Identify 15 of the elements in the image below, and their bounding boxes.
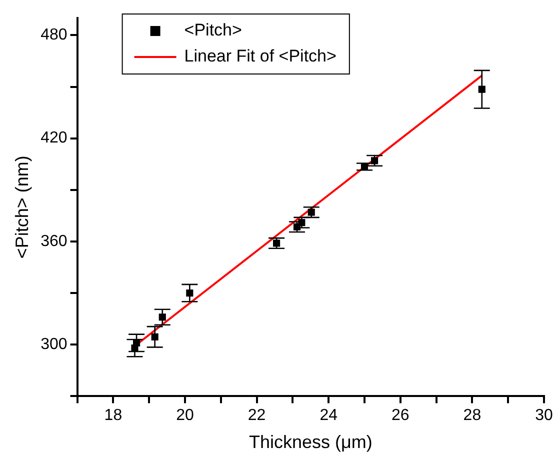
x-tick-label: 24 (320, 407, 338, 424)
legend-label: Linear Fit of <Pitch> (184, 46, 337, 66)
x-tick-label: 28 (463, 407, 482, 424)
x-tick-label: 22 (248, 407, 266, 424)
x-tick-label: 20 (176, 407, 194, 424)
y-tick-label: 480 (40, 26, 68, 44)
x-tick-label: 30 (535, 407, 553, 424)
x-tick-label: 26 (392, 407, 410, 424)
y-axis-title: <Pitch> (nm) (12, 156, 32, 259)
y-tick-label: 360 (40, 232, 68, 250)
x-axis-title: Thickness (μm) (248, 432, 372, 452)
y-tick-label: 300 (40, 336, 68, 354)
y-tick-label: 420 (40, 130, 68, 147)
x-tick-label: 18 (104, 407, 122, 424)
legend-label: <Pitch> (184, 20, 242, 40)
